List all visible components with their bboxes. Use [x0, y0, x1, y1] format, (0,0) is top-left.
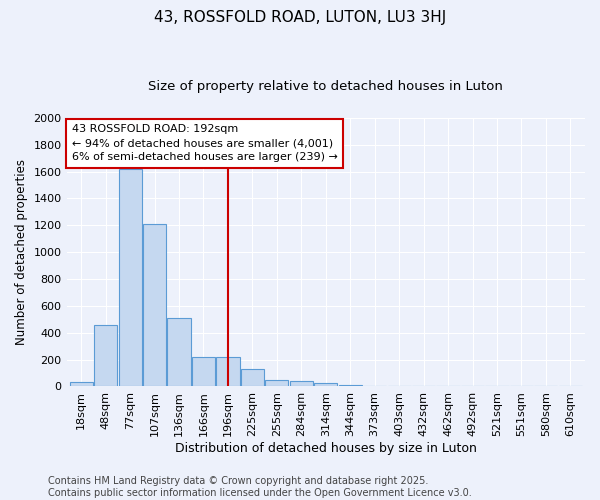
Bar — [143, 224, 166, 386]
Text: 43 ROSSFOLD ROAD: 192sqm
← 94% of detached houses are smaller (4,001)
6% of semi: 43 ROSSFOLD ROAD: 192sqm ← 94% of detach… — [72, 124, 338, 162]
Bar — [217, 357, 239, 386]
X-axis label: Distribution of detached houses by size in Luton: Distribution of detached houses by size … — [175, 442, 477, 455]
Bar — [192, 357, 215, 386]
Bar — [167, 318, 191, 386]
Bar — [94, 324, 117, 386]
Text: Contains HM Land Registry data © Crown copyright and database right 2025.
Contai: Contains HM Land Registry data © Crown c… — [48, 476, 472, 498]
Title: Size of property relative to detached houses in Luton: Size of property relative to detached ho… — [148, 80, 503, 93]
Bar — [338, 385, 362, 386]
Bar — [241, 369, 264, 386]
Bar — [290, 381, 313, 386]
Bar — [119, 169, 142, 386]
Text: 43, ROSSFOLD ROAD, LUTON, LU3 3HJ: 43, ROSSFOLD ROAD, LUTON, LU3 3HJ — [154, 10, 446, 25]
Y-axis label: Number of detached properties: Number of detached properties — [15, 159, 28, 345]
Bar — [265, 380, 289, 386]
Bar — [314, 383, 337, 386]
Bar — [70, 382, 93, 386]
